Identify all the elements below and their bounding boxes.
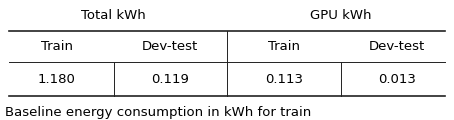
Text: 1.180: 1.180	[38, 73, 76, 86]
Text: 0.119: 0.119	[151, 73, 189, 86]
Text: 0.113: 0.113	[265, 73, 303, 86]
Text: Baseline energy consumption in kWh for train: Baseline energy consumption in kWh for t…	[5, 106, 311, 119]
Text: Train: Train	[41, 40, 73, 53]
Text: Train: Train	[268, 40, 300, 53]
Text: Dev-test: Dev-test	[369, 40, 425, 53]
Text: Dev-test: Dev-test	[142, 40, 198, 53]
Text: 0.013: 0.013	[378, 73, 416, 86]
Text: GPU kWh: GPU kWh	[310, 9, 371, 22]
Text: Total kWh: Total kWh	[81, 9, 146, 22]
